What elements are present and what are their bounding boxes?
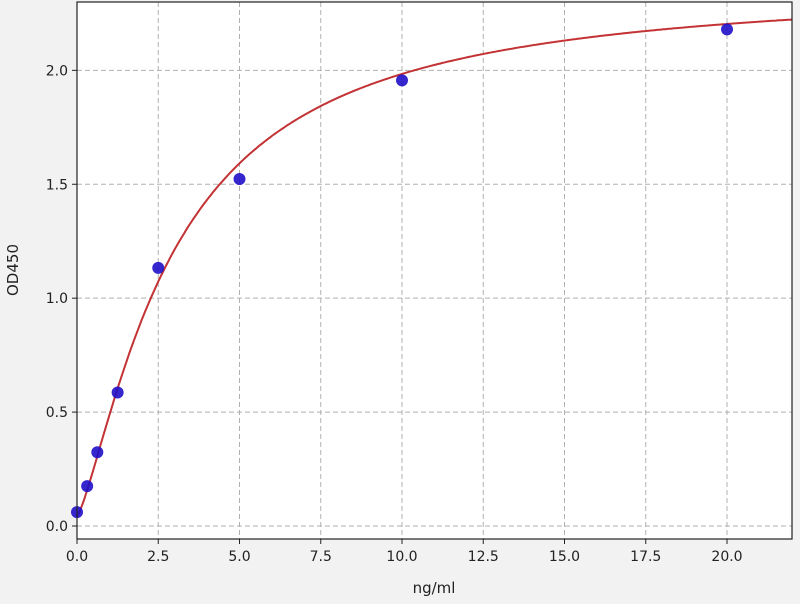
x-tick-label: 20.0 [711,549,742,565]
x-tick-label: 12.5 [468,549,499,565]
data-point [91,446,104,459]
y-axis-ticks: 0.0 0.5 1.0 1.5 2.0 [46,63,77,535]
plot-area [77,2,792,539]
data-point [81,480,94,493]
y-tick-label: 2.0 [46,63,68,79]
x-tick-label: 17.5 [630,549,661,565]
y-tick-label: 1.0 [46,291,68,307]
data-point [111,386,124,399]
x-axis-ticks: 0.0 2.5 5.0 7.5 10.0 12.5 15.0 17.5 20.0 [66,539,743,565]
y-tick-label: 0.0 [46,519,68,535]
fit-curve-group [76,18,793,517]
x-tick-label: 5.0 [228,549,250,565]
y-axis-label: OD450 [4,244,22,296]
x-tick-label: 7.5 [310,549,332,565]
x-axis-label: ng/ml [413,579,456,597]
x-tick-label: 15.0 [549,549,580,565]
y-tick-label: 0.5 [46,405,68,421]
x-tick-label: 10.0 [386,549,417,565]
data-point [233,173,246,186]
y-tick-label: 1.5 [46,177,68,193]
x-tick-label: 0.0 [66,549,88,565]
x-tick-label: 2.5 [147,549,169,565]
data-points [71,23,733,519]
data-point [721,23,733,36]
fit-curve [76,18,793,517]
data-point [396,74,408,87]
data-point [152,261,165,274]
plot-frame [76,1,793,540]
